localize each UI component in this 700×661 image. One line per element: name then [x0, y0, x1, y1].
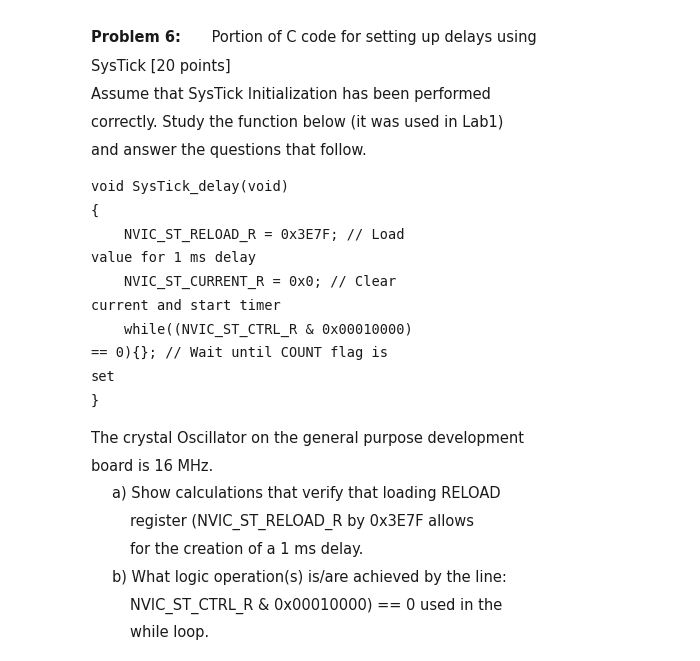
- Text: current and start timer: current and start timer: [91, 299, 281, 313]
- Text: The crystal Oscillator on the general purpose development: The crystal Oscillator on the general pu…: [91, 431, 524, 446]
- Text: void SysTick_delay(void): void SysTick_delay(void): [91, 180, 289, 194]
- Text: a) Show calculations that verify that loading RELOAD: a) Show calculations that verify that lo…: [112, 486, 500, 502]
- Text: Portion of C code for setting up delays using: Portion of C code for setting up delays …: [207, 30, 537, 45]
- Text: }: }: [91, 394, 99, 408]
- Text: NVIC_ST_RELOAD_R = 0x3E7F; // Load: NVIC_ST_RELOAD_R = 0x3E7F; // Load: [91, 227, 405, 241]
- Text: set: set: [91, 370, 116, 384]
- Text: board is 16 MHz.: board is 16 MHz.: [91, 459, 214, 474]
- Text: Problem 6:: Problem 6:: [91, 30, 181, 45]
- Text: NVIC_ST_CURRENT_R = 0x0; // Clear: NVIC_ST_CURRENT_R = 0x0; // Clear: [91, 275, 396, 289]
- Text: register (NVIC_ST_RELOAD_R by 0x3E7F allows: register (NVIC_ST_RELOAD_R by 0x3E7F all…: [130, 514, 473, 531]
- Text: for the creation of a 1 ms delay.: for the creation of a 1 ms delay.: [130, 542, 363, 557]
- Text: NVIC_ST_CTRL_R & 0x00010000) == 0 used in the: NVIC_ST_CTRL_R & 0x00010000) == 0 used i…: [130, 598, 502, 614]
- Text: and answer the questions that follow.: and answer the questions that follow.: [91, 143, 367, 158]
- Text: Assume that SysTick Initialization has been performed: Assume that SysTick Initialization has b…: [91, 87, 491, 102]
- Text: correctly. Study the function below (it was used in Lab1): correctly. Study the function below (it …: [91, 115, 503, 130]
- Text: {: {: [91, 204, 99, 217]
- Text: b) What logic operation(s) is/are achieved by the line:: b) What logic operation(s) is/are achiev…: [112, 570, 507, 585]
- Text: while((NVIC_ST_CTRL_R & 0x00010000): while((NVIC_ST_CTRL_R & 0x00010000): [91, 323, 413, 336]
- Text: while loop.: while loop.: [130, 625, 209, 641]
- Text: value for 1 ms delay: value for 1 ms delay: [91, 251, 256, 265]
- Text: SysTick [20 points]: SysTick [20 points]: [91, 59, 230, 75]
- Text: == 0){}; // Wait until COUNT flag is: == 0){}; // Wait until COUNT flag is: [91, 346, 388, 360]
